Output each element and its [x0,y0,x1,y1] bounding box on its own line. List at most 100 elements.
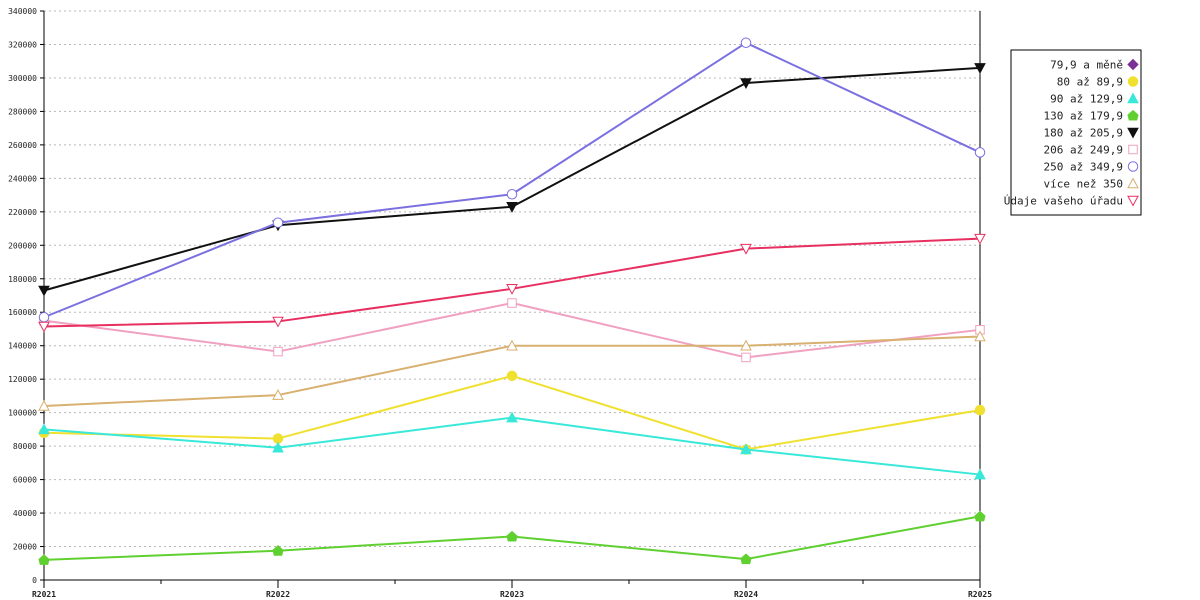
legend-marker [1127,127,1139,139]
legend-label: 80 až 89,9 [1057,76,1123,89]
legend-label: Údaje vašeho úřadu [1004,195,1123,208]
data-point-marker [506,530,518,542]
series-5 [39,298,985,363]
data-point-marker [272,217,284,228]
y-tick-label: 160000 [8,308,37,317]
y-tick-label: 120000 [8,375,37,384]
y-tick-label: 200000 [8,241,37,250]
grid-layer [44,10,980,548]
data-point-marker [740,243,752,255]
series-3 [38,510,986,565]
x-tick-label: R2021 [32,590,56,599]
legend-box [1010,49,1142,216]
x-tick-label: R2022 [266,590,290,599]
data-point-marker [974,233,986,245]
y-tick-label: 80000 [13,442,37,451]
data-point-marker [740,78,752,90]
legend-item: Údaje vašeho úřadu [1004,195,1139,208]
series-layer [38,37,986,565]
y-tick-label: 140000 [8,342,37,351]
x-tick-label: R2023 [500,590,524,599]
data-point-marker [272,316,284,328]
legend-marker [1128,144,1138,155]
legend-marker [1127,58,1139,71]
legend-marker [1127,76,1139,87]
data-point-marker [740,553,752,565]
data-point-marker [38,285,50,297]
y-tick-label: 220000 [8,208,37,217]
series-line [43,66,981,292]
legend-item: 180 až 205,9 [1044,127,1139,140]
y-tick-label: 100000 [8,409,37,418]
y-tick-label: 180000 [8,275,37,284]
legend-label: více než 350 [1044,178,1123,191]
data-point-marker [974,404,986,416]
legend-item: 79,9 a měně [1050,58,1139,72]
legend-marker [1127,92,1139,104]
data-point-marker [974,510,986,522]
y-tick-label: 260000 [8,141,37,150]
series-line [43,41,981,319]
data-point-marker [38,554,50,565]
data-point-marker [38,321,50,333]
data-point-marker [741,352,751,363]
series-4 [38,63,986,297]
legend-label: 250 až 349,9 [1044,161,1123,174]
legend-item: 130 až 179,9 [1044,109,1139,123]
y-tick-label: 20000 [13,543,37,552]
axis-layer: 0 20000 40000 60000 80000 100000 120000 140000 1… [8,7,992,599]
y-tick-label: 320000 [8,40,37,49]
legend-marker [1127,177,1139,189]
legend-marker [1127,161,1139,172]
data-point-marker [506,189,518,200]
legend-label: 206 až 249,9 [1044,144,1123,157]
data-point-marker [974,330,986,342]
series-8 [38,233,986,333]
data-point-marker [506,284,518,295]
legend-label: 130 až 179,9 [1044,110,1123,123]
data-point-marker [38,312,50,323]
y-tick-label: 0 [32,576,37,585]
legend-item: 250 až 349,9 [1044,161,1139,174]
series-7 [38,330,986,411]
x-tick-label: R2025 [968,590,992,599]
y-tick-label: 340000 [8,7,37,16]
y-tick-label: 40000 [13,509,37,518]
legend-marker [1127,109,1139,121]
y-tick-label: 300000 [8,74,37,83]
data-point-marker [506,202,518,213]
data-point-marker [38,399,50,411]
y-tick-label: 240000 [8,174,37,183]
series-2 [38,411,986,480]
data-point-marker [974,147,986,158]
data-point-marker [272,441,284,453]
data-point-marker [272,389,284,400]
data-point-marker [507,298,517,308]
legend-marker [1127,195,1139,207]
legend-label: 180 až 205,9 [1044,127,1123,140]
data-point-marker [740,339,752,351]
data-point-marker [506,339,518,351]
legend-item: 206 až 249,9 [1044,144,1138,157]
legend-item: 80 až 89,9 [1057,76,1139,89]
legend-item: 90 až 129,9 [1050,92,1139,106]
y-tick-label: 280000 [8,107,37,116]
y-tick-label: 60000 [13,476,37,485]
data-point-marker [506,370,518,382]
data-point-marker [974,63,986,74]
legend: 79,9 a měně 80 až 89,9 90 až 129,9 130 až 1… [1004,49,1142,216]
data-point-marker [506,411,518,423]
x-tick-label: R2024 [734,590,758,599]
legend-label: 79,9 a měně [1050,59,1123,72]
data-point-marker [273,346,283,357]
data-point-marker [740,37,752,49]
data-point-marker [272,545,284,556]
series-6 [38,37,986,323]
data-point-marker [38,423,50,435]
data-point-marker [740,443,752,455]
legend-item: více než 350 [1044,177,1139,191]
data-point-marker [974,468,986,480]
legend-label: 90 až 129,9 [1050,93,1123,106]
